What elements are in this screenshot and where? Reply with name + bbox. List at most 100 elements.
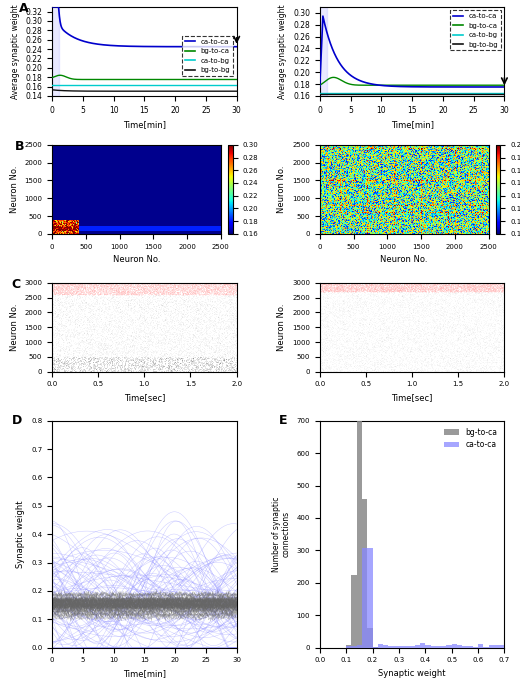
Point xyxy=(73,338,82,349)
Point xyxy=(330,280,338,291)
Point xyxy=(105,357,113,368)
Point xyxy=(48,281,56,292)
Point xyxy=(396,311,404,322)
Point xyxy=(194,344,202,356)
Point xyxy=(439,297,447,308)
Point xyxy=(159,287,167,298)
Point xyxy=(393,305,401,316)
Point xyxy=(156,353,164,364)
Point xyxy=(472,355,480,366)
Point xyxy=(474,298,483,309)
Point xyxy=(116,283,124,294)
Point xyxy=(439,307,448,318)
Point xyxy=(198,351,206,362)
Point xyxy=(54,278,62,289)
Point xyxy=(411,366,420,377)
Point xyxy=(336,353,344,364)
Point xyxy=(490,329,499,340)
Point xyxy=(190,287,198,298)
Point xyxy=(203,283,212,294)
Point xyxy=(68,288,76,299)
Point xyxy=(374,283,383,294)
Point xyxy=(132,358,140,369)
Point xyxy=(129,360,137,371)
Point xyxy=(426,322,434,333)
Point xyxy=(185,352,193,363)
Point xyxy=(365,353,373,364)
Point xyxy=(49,288,58,299)
Point xyxy=(383,279,392,290)
Point xyxy=(193,287,202,298)
Point xyxy=(218,363,226,374)
Point xyxy=(488,297,497,308)
Point xyxy=(469,328,477,339)
Point xyxy=(218,360,227,371)
Point xyxy=(117,313,125,324)
Point xyxy=(186,287,194,298)
Point xyxy=(402,344,411,356)
Point xyxy=(452,284,461,295)
Point xyxy=(422,358,430,369)
Point xyxy=(461,284,469,295)
Point xyxy=(131,314,139,325)
Point xyxy=(358,344,366,356)
Point xyxy=(319,282,327,294)
Point xyxy=(378,280,386,291)
Point xyxy=(407,283,415,294)
Point xyxy=(493,332,502,343)
Point xyxy=(385,296,393,307)
Point xyxy=(368,356,376,367)
Point xyxy=(83,281,91,292)
Point xyxy=(473,303,482,314)
Point xyxy=(116,333,125,344)
Point xyxy=(115,345,124,356)
Point xyxy=(110,365,119,376)
Point xyxy=(158,283,166,294)
Point xyxy=(112,278,121,289)
Point xyxy=(204,342,213,353)
Point xyxy=(439,294,447,305)
Point xyxy=(460,313,469,324)
Point xyxy=(383,329,392,340)
Point xyxy=(98,278,106,289)
Point xyxy=(179,323,187,334)
Point xyxy=(369,352,378,363)
Point xyxy=(380,279,388,290)
Point xyxy=(330,283,338,294)
Point xyxy=(153,283,162,294)
Point xyxy=(377,279,385,290)
Point xyxy=(58,334,67,345)
Point xyxy=(489,281,497,292)
Point xyxy=(108,284,116,295)
Point xyxy=(212,303,220,314)
Point xyxy=(427,281,435,292)
Point xyxy=(224,329,232,340)
Point xyxy=(369,286,378,297)
Point xyxy=(102,286,110,297)
Point xyxy=(168,285,177,296)
Point xyxy=(390,320,398,331)
Point xyxy=(418,296,426,307)
Point xyxy=(444,364,452,375)
Point xyxy=(345,367,354,378)
Point xyxy=(174,361,182,372)
Point xyxy=(329,300,337,311)
Point xyxy=(57,357,65,368)
Point xyxy=(180,282,189,294)
Point xyxy=(472,349,480,360)
Point xyxy=(84,314,92,325)
Point xyxy=(123,305,131,316)
Point xyxy=(135,356,144,367)
Point xyxy=(167,365,175,376)
Point xyxy=(220,355,228,366)
Point xyxy=(495,340,503,351)
Point xyxy=(453,364,462,376)
Point xyxy=(339,282,347,294)
Point xyxy=(114,353,122,364)
Point xyxy=(459,289,467,300)
Point xyxy=(230,343,239,354)
Point xyxy=(210,325,218,336)
Point xyxy=(179,305,188,316)
Point xyxy=(335,286,343,297)
Point xyxy=(110,281,118,292)
